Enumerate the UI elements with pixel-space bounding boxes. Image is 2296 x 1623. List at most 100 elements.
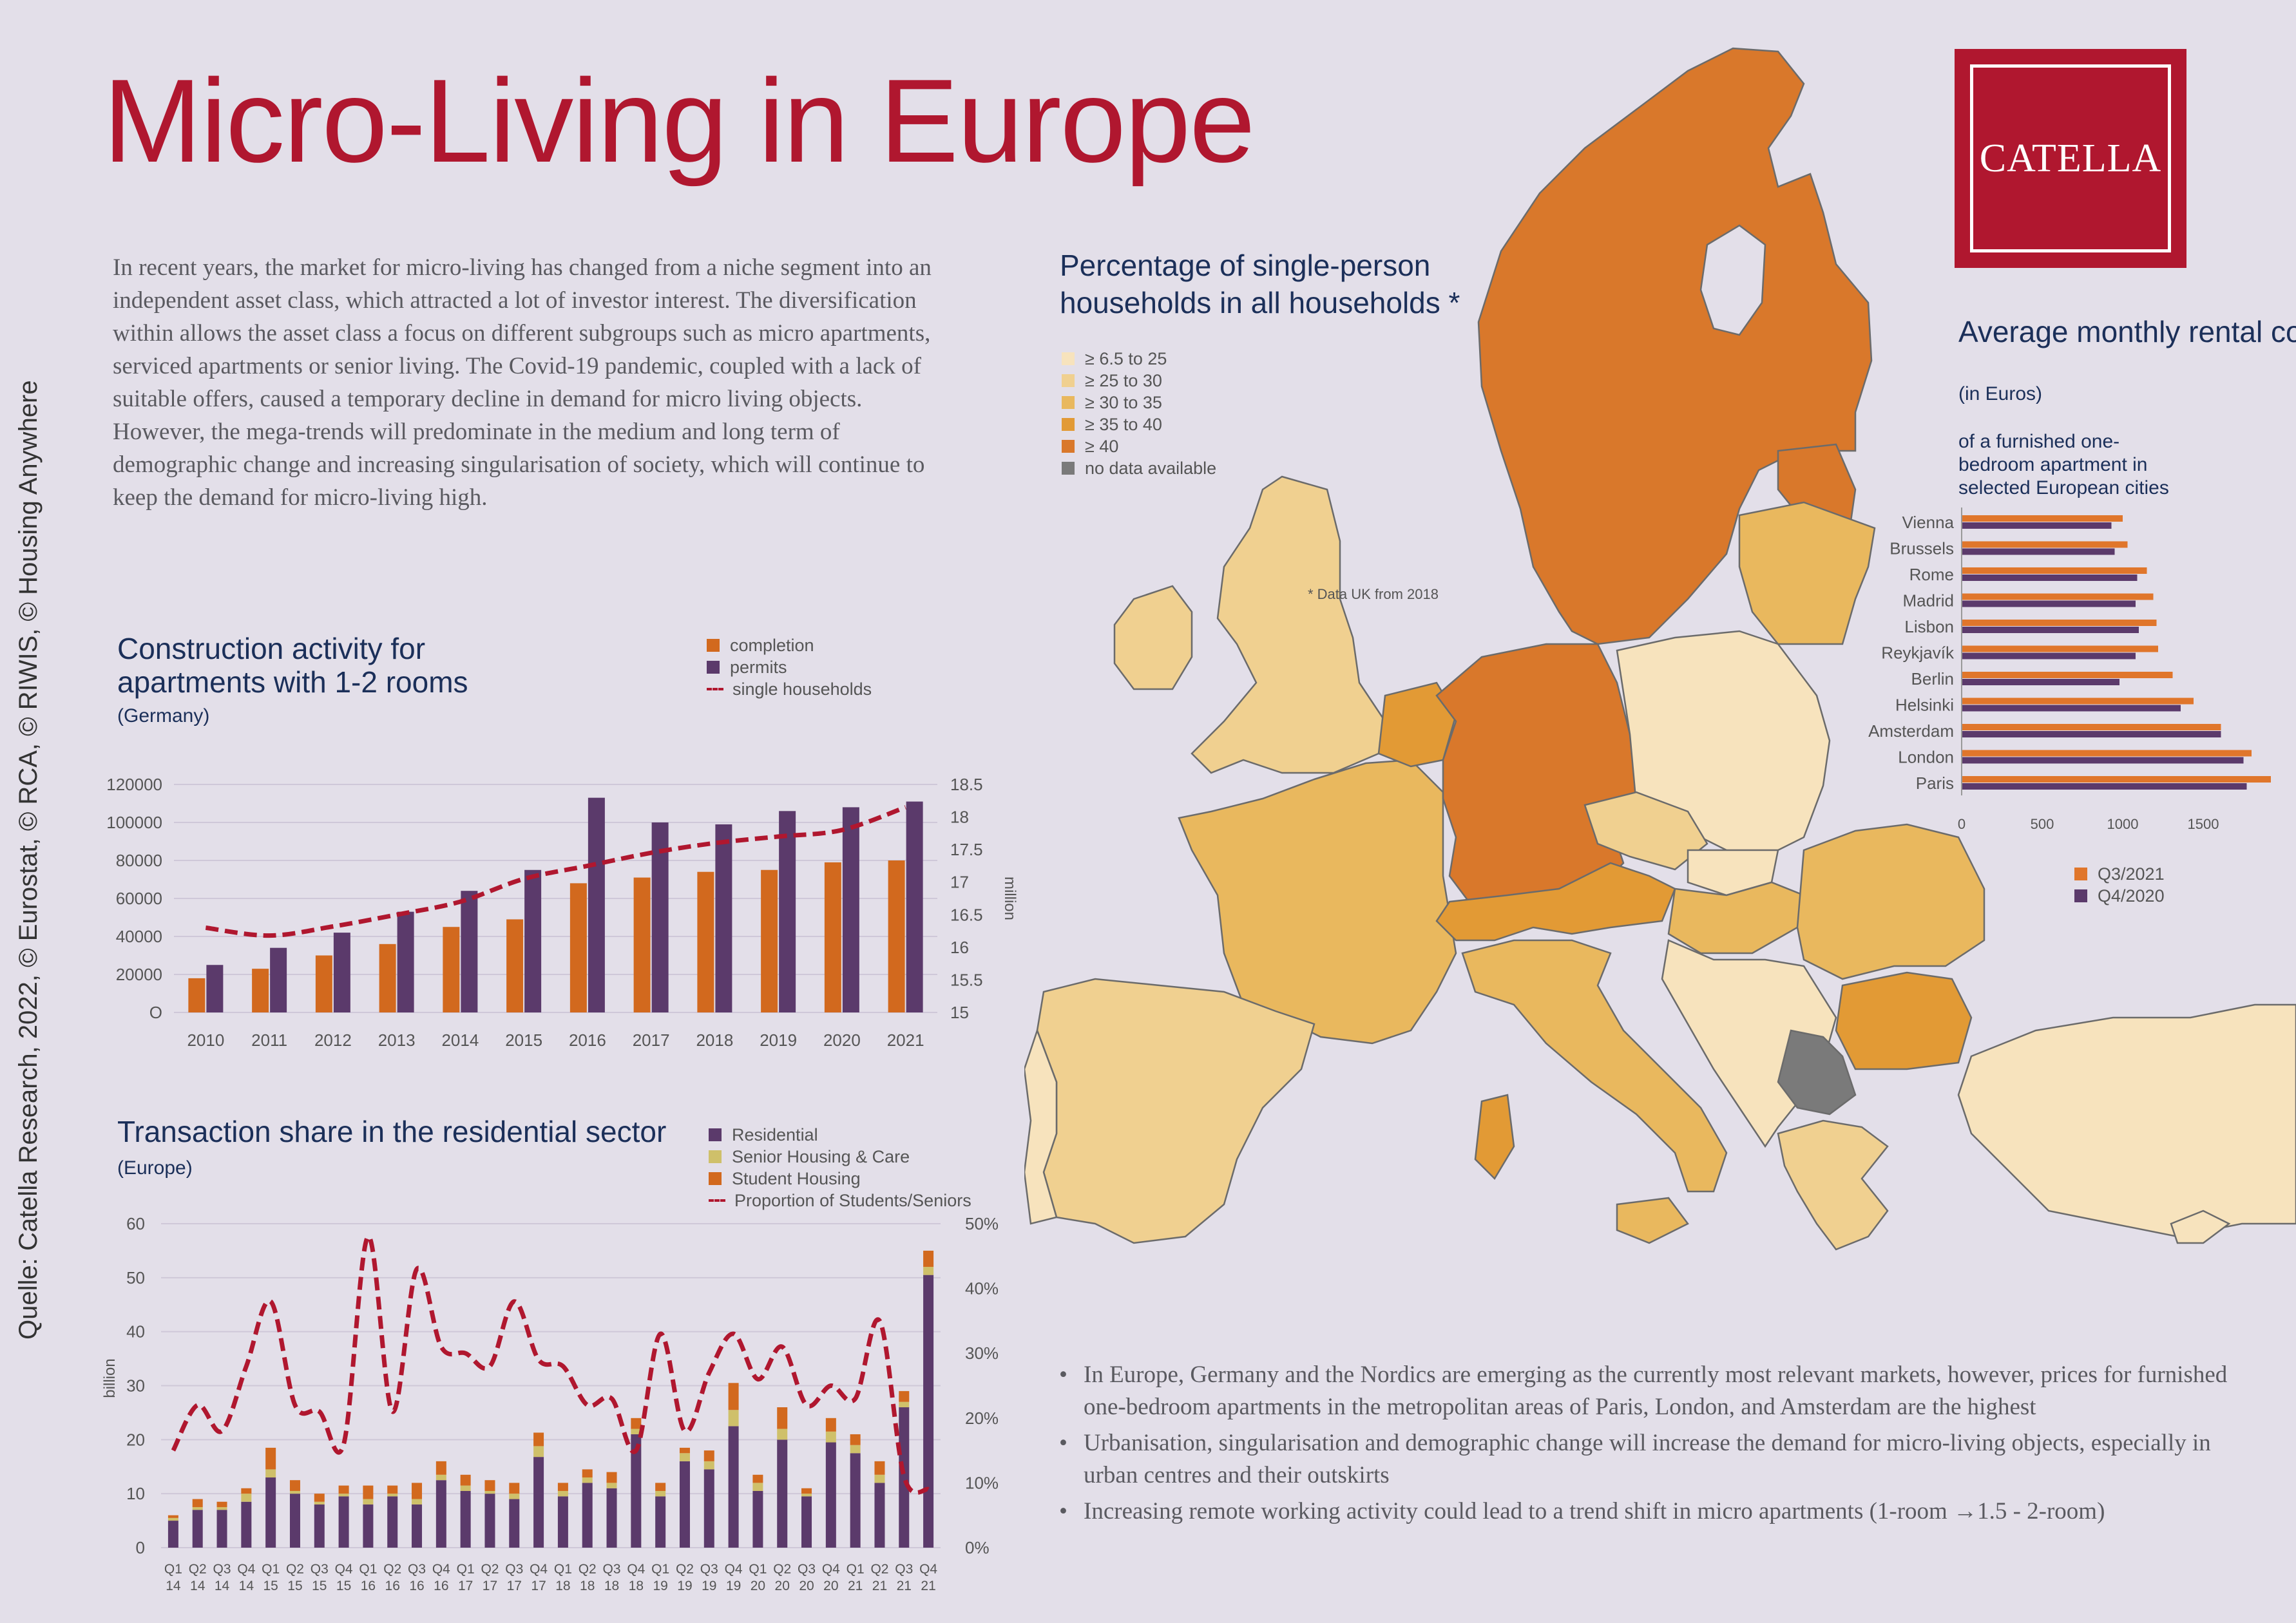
map-legend: ≥ 6.5 to 25 ≥ 25 to 30 ≥ 30 to 35 ≥ 35 to 4… bbox=[1062, 348, 1216, 479]
legend-q3-2021: Q3/2021 bbox=[2074, 863, 2165, 885]
map-region-austria-swiss[interactable] bbox=[1435, 862, 1676, 942]
x-tick-label: Q1 17 bbox=[457, 1562, 475, 1593]
bar-permits bbox=[397, 911, 414, 1012]
y2-tick-label: 18 bbox=[950, 808, 969, 827]
map-region-sardinia[interactable] bbox=[1474, 1094, 1515, 1181]
bar-permits bbox=[461, 891, 478, 1012]
bar-q4-2020 bbox=[1962, 783, 2247, 790]
bar-student-housing bbox=[167, 1515, 178, 1518]
legend-label: Student Housing bbox=[732, 1168, 861, 1188]
x-tick-label: 1500 bbox=[2188, 816, 2219, 832]
bar-senior-housing bbox=[582, 1477, 593, 1483]
bar-senior-housing bbox=[338, 1494, 349, 1497]
bar-residential bbox=[314, 1504, 325, 1548]
bar-q4-2020 bbox=[1962, 600, 2136, 607]
legend-completion: completion bbox=[707, 634, 872, 656]
x-tick-label: Q3 19 bbox=[700, 1562, 718, 1593]
bar-senior-housing bbox=[825, 1431, 836, 1443]
bar-senior-housing bbox=[460, 1485, 471, 1491]
map-region-hungary[interactable] bbox=[1667, 881, 1805, 954]
bar-q3-2021 bbox=[1962, 750, 2252, 757]
legend-label: Proportion of Students/Seniors bbox=[734, 1190, 971, 1210]
map-region-romania[interactable] bbox=[1796, 823, 1985, 980]
bar-q3-2021 bbox=[1962, 541, 2128, 548]
x-tick-label: 2017 bbox=[633, 1030, 670, 1050]
x-tick-label: 2021 bbox=[887, 1030, 924, 1050]
legend-swatch bbox=[707, 688, 723, 690]
legend-label: Q3/2021 bbox=[2098, 864, 2165, 884]
city-label: London bbox=[1898, 748, 1954, 767]
x-tick-label: 1000 bbox=[2107, 816, 2139, 832]
transaction-legend: Residential Senior Housing & Care Student … bbox=[709, 1124, 971, 1211]
rent-legend: Q3/2021 Q4/2020 bbox=[2074, 863, 2165, 907]
map-region-france[interactable] bbox=[1178, 759, 1457, 1045]
bar-q3-2021 bbox=[1962, 567, 2147, 574]
y2-tick-label: 17 bbox=[950, 873, 969, 892]
legend-label: ≥ 30 to 35 bbox=[1085, 392, 1162, 412]
x-tick-label: 0 bbox=[1958, 816, 1966, 832]
bar-student-housing bbox=[338, 1485, 349, 1494]
map-region-cyprus[interactable] bbox=[2170, 1210, 2231, 1244]
city-label: Madrid bbox=[1903, 591, 1954, 611]
logo-frame: CATELLA bbox=[1970, 64, 2171, 252]
bar-senior-housing bbox=[363, 1499, 374, 1504]
y-tick-label: 100000 bbox=[106, 813, 162, 832]
bar-residential bbox=[338, 1496, 349, 1548]
x-tick-label: 2014 bbox=[441, 1030, 479, 1050]
bar-student-housing bbox=[874, 1461, 885, 1475]
bar-senior-housing bbox=[167, 1517, 178, 1521]
bar-completion bbox=[506, 919, 524, 1012]
bar-student-housing bbox=[850, 1434, 861, 1445]
bar-student-housing bbox=[557, 1483, 568, 1491]
bar-residential bbox=[777, 1439, 788, 1548]
bar-senior-housing bbox=[435, 1474, 446, 1481]
x-tick-label: Q2 17 bbox=[481, 1562, 499, 1593]
city-label: Rome bbox=[1909, 565, 1954, 584]
legend-proportion: Proportion of Students/Seniors bbox=[709, 1190, 971, 1211]
bar-residential bbox=[363, 1504, 374, 1548]
map-region-greece[interactable] bbox=[1777, 1119, 1889, 1251]
map-region-germany[interactable] bbox=[1435, 643, 1638, 903]
x-tick-label: 2016 bbox=[569, 1030, 606, 1050]
map-region-bulgaria[interactable] bbox=[1835, 971, 1973, 1070]
bar-senior-housing bbox=[703, 1461, 714, 1470]
map-region-uk[interactable] bbox=[1191, 475, 1386, 774]
bar-senior-housing bbox=[899, 1401, 910, 1408]
x-tick-label: Q3 21 bbox=[895, 1562, 913, 1593]
bar-residential bbox=[874, 1483, 885, 1548]
y2-tick-label: 40% bbox=[965, 1279, 999, 1298]
bullet-item: In Europe, Germany and the Nordics are e… bbox=[1057, 1359, 2268, 1423]
bar-senior-housing bbox=[679, 1453, 690, 1461]
x-tick-label: Q2 15 bbox=[286, 1562, 304, 1593]
y2-axis-label: million bbox=[1001, 877, 1019, 920]
y2-tick-label: 50% bbox=[965, 1214, 999, 1233]
map-region-ireland[interactable] bbox=[1113, 585, 1193, 690]
x-tick-label: Q2 20 bbox=[773, 1562, 791, 1593]
map-region-italy[interactable] bbox=[1461, 939, 1728, 1193]
bar-senior-housing bbox=[265, 1469, 276, 1478]
bar-completion bbox=[569, 883, 587, 1012]
city-label: Amsterdam bbox=[1868, 721, 1954, 741]
map-region-portugal[interactable] bbox=[1024, 1028, 1058, 1225]
bar-q3-2021 bbox=[1962, 645, 2158, 652]
y-tick-label: 0 bbox=[136, 1538, 145, 1557]
x-tick-label: Q4 17 bbox=[530, 1562, 548, 1593]
bar-senior-housing bbox=[241, 1494, 252, 1502]
x-tick-label: Q4 15 bbox=[335, 1562, 353, 1593]
map-region-baltics[interactable] bbox=[1738, 501, 1876, 645]
map-region-no-data[interactable] bbox=[1777, 1029, 1857, 1115]
bar-senior-housing bbox=[923, 1267, 934, 1275]
map-region-spain[interactable] bbox=[1036, 978, 1315, 1244]
bar-residential bbox=[216, 1510, 227, 1548]
legend-label: single households bbox=[732, 679, 872, 699]
map-region-sicily[interactable] bbox=[1616, 1197, 1689, 1244]
rent-chart: Vienna Brussels Rome Madrid Lisbon Reykjavík B… bbox=[1868, 508, 2271, 832]
x-tick-label: Q2 14 bbox=[189, 1562, 207, 1593]
map-region-turkey[interactable] bbox=[1957, 1003, 2296, 1238]
x-tick-label: 2018 bbox=[696, 1030, 733, 1050]
map-title-line2: households in all households * bbox=[1060, 286, 1460, 319]
map-region-scandinavia[interactable] bbox=[1477, 47, 1873, 645]
europe-map bbox=[1024, 47, 2296, 1251]
city-label: Lisbon bbox=[1904, 617, 1954, 636]
construction-title-line2: apartments with 1-2 rooms bbox=[117, 665, 468, 699]
